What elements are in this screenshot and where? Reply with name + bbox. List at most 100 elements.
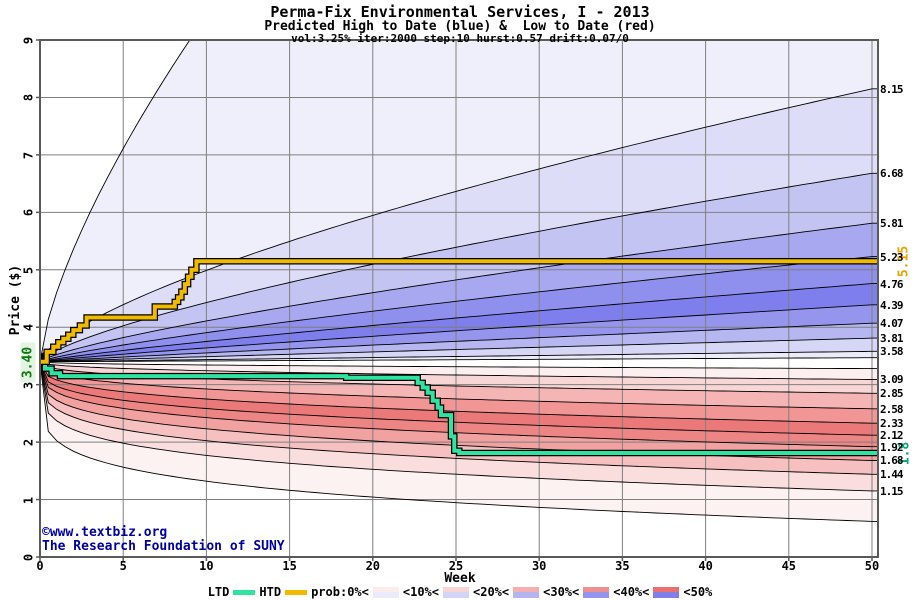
- right-value-label-2.85: 2.85: [880, 387, 904, 401]
- gridlines: [36, 39, 878, 561]
- high-band-7: [40, 323, 878, 362]
- swatch-blue-half: [583, 592, 610, 598]
- low-boundary-line-5: [40, 361, 878, 436]
- low-band-0: [40, 361, 878, 522]
- y-tick-label-7: 7: [21, 151, 36, 159]
- low-boundary-line-7: [40, 361, 878, 410]
- legend-ltd-swatch: [233, 589, 256, 595]
- right-value-label-2.58: 2.58: [880, 402, 904, 416]
- high-band-3: [40, 223, 878, 362]
- high-boundary-line-8: [40, 337, 878, 363]
- y-tick-label-6: 6: [21, 209, 36, 217]
- high-boundary-line-5: [40, 283, 878, 363]
- legend-band-label-2: <20%<: [473, 585, 510, 599]
- right-value-label-5.23: 5.23: [880, 250, 904, 264]
- swatch-red-half: [583, 586, 610, 592]
- high-boundary-line-2: [40, 172, 878, 363]
- band-boundary-lines: [40, 40, 878, 522]
- swatch-blue-half: [372, 592, 399, 598]
- legend-band-swatch-4: [583, 586, 610, 598]
- y-tick-label-4: 4: [21, 324, 36, 332]
- legend-band-swatch-5: [653, 586, 680, 598]
- chart-subtitle: Predicted High to Date (blue) & Low to D…: [264, 19, 656, 34]
- right-value-label-2.33: 2.33: [880, 417, 904, 431]
- right-value-label-2.12: 2.12: [880, 429, 904, 443]
- plot-frame: [39, 39, 879, 558]
- high-boundary-line-0: [40, 40, 191, 362]
- x-tick-label-50: 50: [864, 559, 880, 573]
- swatch-blue-half: [513, 592, 540, 598]
- x-tick-label-45: 45: [781, 559, 797, 573]
- x-tick-label-0: 0: [36, 559, 44, 573]
- swatch-blue-half: [443, 592, 469, 598]
- right-value-label-1.68: 1.68: [880, 454, 904, 468]
- low-boundary-line-1: [40, 361, 878, 492]
- y-tick-label-0: 0: [21, 553, 36, 562]
- y-tick-label-1: 1: [21, 496, 36, 504]
- swatch-red-half: [372, 586, 399, 592]
- high-band-1: [40, 88, 878, 362]
- low-band-8: [40, 361, 878, 394]
- low-band-4: [40, 361, 878, 447]
- low-boundary-line-6: [40, 361, 878, 424]
- right-value-label-3.81: 3.81: [880, 332, 904, 346]
- y-tick-label-3: 3: [21, 381, 36, 389]
- high-band-6: [40, 304, 878, 362]
- high-boundary-line-1: [40, 88, 878, 362]
- low-band-9: [40, 361, 878, 380]
- legend-prob-label: prob:0%<: [311, 585, 369, 599]
- right-value-label-6.68: 6.68: [880, 167, 904, 181]
- legend-ltd-label: LTD: [207, 585, 230, 599]
- copyright-org: The Research Foundation of SUNY: [42, 539, 285, 554]
- x-axis-label: Week: [444, 571, 476, 586]
- copyright-url: ©www.textbiz.org: [42, 525, 168, 540]
- y-tick-label-8: 8: [21, 94, 36, 102]
- swatch-red-half: [513, 586, 540, 592]
- htd-line: [40, 259, 878, 364]
- chart-title: Perma-Fix Environmental Services, I - 20…: [270, 3, 650, 21]
- swatch-red-half: [653, 586, 680, 592]
- high-boundary-line-10: [40, 357, 878, 363]
- x-tick-label-25: 25: [448, 559, 464, 573]
- legend-band-label-3: <30%<: [543, 585, 580, 599]
- right-value-label-3.58: 3.58: [880, 345, 904, 359]
- chart-simulation-params: vol:3.25% iter:2000 step:10 hurst:0.57 d…: [291, 32, 629, 45]
- y-tick-label-5: 5: [21, 266, 36, 274]
- low-boundary-line-9: [40, 361, 878, 380]
- legend-htd-swatch: [285, 589, 308, 595]
- swatch-blue-half: [653, 592, 680, 598]
- high-boundary-line-9: [40, 350, 878, 363]
- high-boundary-line-7: [40, 322, 878, 363]
- high-band-0: [40, 40, 878, 362]
- low-boundary-line-2: [40, 361, 878, 475]
- low-boundary-line-0: [40, 361, 878, 522]
- legend-htd-label: HTD: [259, 585, 282, 599]
- right-value-label-4.76: 4.76: [880, 277, 904, 291]
- low-band-1: [40, 361, 878, 491]
- x-tick-label-5: 5: [119, 559, 127, 573]
- right-value-label-4.39: 4.39: [880, 298, 904, 312]
- high-boundary-line-3: [40, 222, 878, 363]
- x-tick-label-40: 40: [698, 559, 713, 573]
- legend-band-label-5: <50%: [683, 585, 713, 599]
- high-band-5: [40, 283, 878, 362]
- low-boundary-line-10: [40, 361, 878, 370]
- legend-band-label-4: <40%<: [613, 585, 650, 599]
- low-boundary-line-3: [40, 361, 878, 461]
- low-band-6: [40, 361, 878, 424]
- x-tick-label-35: 35: [615, 559, 630, 573]
- right-value-label-1.44: 1.44: [880, 468, 904, 482]
- legend-band-label-1: <10%<: [402, 585, 439, 599]
- y-tick-label-2: 2: [21, 439, 36, 447]
- right-value-label-4.07: 4.07: [880, 317, 904, 331]
- right-value-label-1.92: 1.92: [880, 440, 904, 454]
- low-band-7: [40, 361, 878, 409]
- swatch-red-half: [443, 586, 469, 592]
- high-boundary-line-4: [40, 256, 878, 363]
- legend-band-swatch-2: [443, 586, 469, 598]
- low-boundary-line-4: [40, 361, 878, 448]
- right-value-label-1.15: 1.15: [880, 484, 904, 498]
- y-tick-label-9: 9: [21, 36, 36, 45]
